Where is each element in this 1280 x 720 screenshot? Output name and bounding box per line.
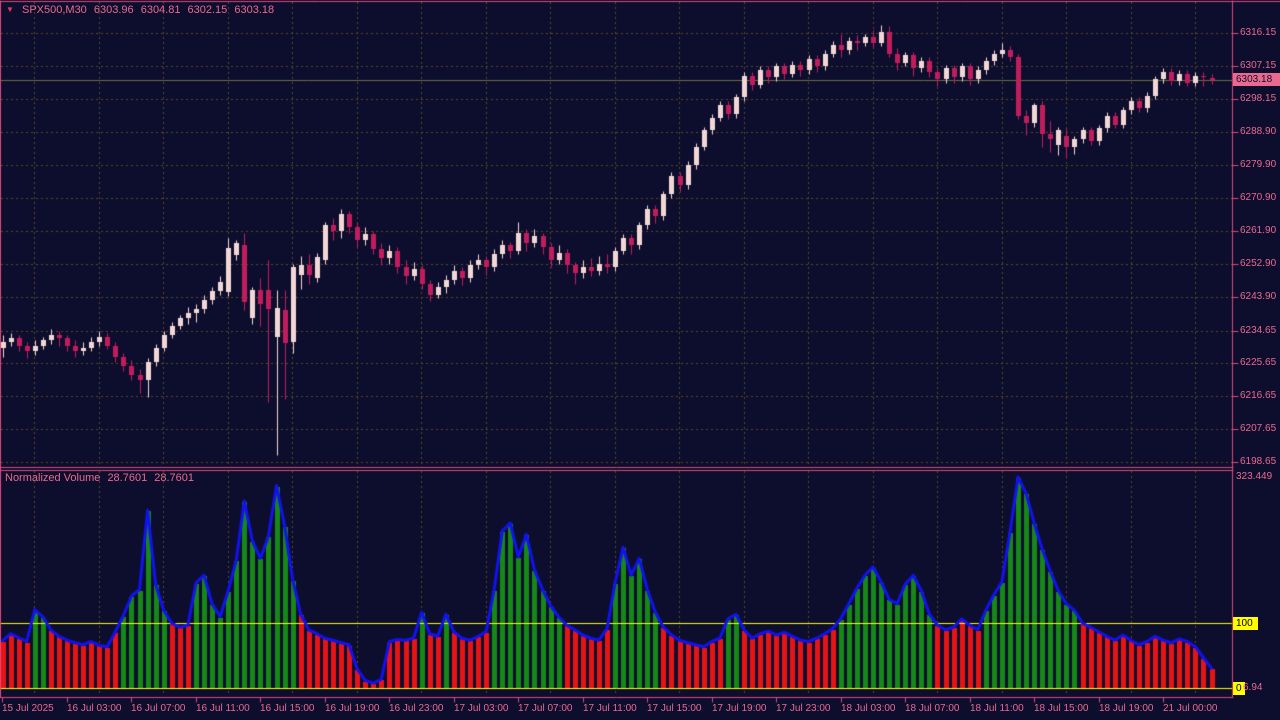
- time-axis-label: 16 Jul 23:00: [389, 703, 444, 714]
- price-axis-label: 6307.15: [1240, 60, 1277, 71]
- time-axis-label: 17 Jul 07:00: [518, 703, 573, 714]
- price-axis-label: 6207.65: [1240, 423, 1277, 434]
- current-price-tag: 6303.18: [1233, 73, 1280, 86]
- price-axis-label: 6298.15: [1240, 93, 1277, 104]
- price-axis-label: 6216.65: [1240, 390, 1277, 401]
- indicator-value-b: 28.7601: [154, 472, 195, 484]
- price-axis-label: 6198.65: [1240, 456, 1277, 467]
- price-axis-label: 6261.90: [1240, 225, 1277, 236]
- time-axis-label: 21 Jul 00:00: [1163, 703, 1218, 714]
- ohlc-high: 6304.81: [140, 4, 181, 16]
- ohlc-close: 6303.18: [234, 4, 275, 16]
- price-axis-label: 6316.15: [1240, 27, 1277, 38]
- time-axis-label: 17 Jul 15:00: [647, 703, 702, 714]
- price-axis-label: 6243.90: [1240, 291, 1277, 302]
- time-axis-label: 15 Jul 2025: [2, 703, 54, 714]
- volume-level-100-tag: 100: [1233, 617, 1258, 630]
- indicator-name: Normalized Volume: [5, 472, 101, 484]
- time-axis-label: 16 Jul 03:00: [67, 703, 122, 714]
- price-axis-label: 6270.90: [1240, 192, 1277, 203]
- time-axis-label: 17 Jul 03:00: [454, 703, 509, 714]
- price-axis-label: 6288.90: [1240, 126, 1277, 137]
- time-axis-label: 16 Jul 19:00: [325, 703, 380, 714]
- price-axis-label: 6279.90: [1240, 159, 1277, 170]
- time-axis-label: 18 Jul 07:00: [905, 703, 960, 714]
- time-axis-label: 18 Jul 19:00: [1099, 703, 1154, 714]
- time-axis-label: 17 Jul 19:00: [712, 703, 767, 714]
- indicator-value-a: 28.7601: [107, 472, 148, 484]
- price-axis-label: 6252.90: [1240, 258, 1277, 269]
- time-axis-label: 16 Jul 07:00: [131, 703, 186, 714]
- price-axis-label: 6225.65: [1240, 357, 1277, 368]
- time-axis-label: 18 Jul 11:00: [970, 703, 1024, 714]
- ohlc-low: 6302.15: [187, 4, 228, 16]
- volume-level-0-tag: 0: [1233, 682, 1245, 695]
- time-axis-label: 18 Jul 15:00: [1034, 703, 1089, 714]
- price-axis-label: 6234.65: [1240, 325, 1277, 336]
- volume-axis-max-label: 323.449: [1236, 471, 1273, 482]
- time-axis-label: 16 Jul 11:00: [196, 703, 250, 714]
- time-axis-label: 16 Jul 15:00: [260, 703, 315, 714]
- symbol-marker-triangle-icon: ▼: [6, 5, 14, 14]
- symbol-name: SPX500,M30: [21, 4, 87, 16]
- volume-axis-min-label: 6.94: [1243, 682, 1263, 693]
- time-axis-label: 17 Jul 11:00: [583, 703, 637, 714]
- time-axis-label: 17 Jul 23:00: [776, 703, 831, 714]
- indicator-label: Normalized Volume 28.7601 28.7601: [5, 472, 198, 485]
- time-axis-label: 18 Jul 03:00: [841, 703, 896, 714]
- ohlc-open: 6303.96: [93, 4, 134, 16]
- symbol-header: ▼ SPX500,M30 6303.96 6304.81 6302.15 630…: [6, 3, 278, 17]
